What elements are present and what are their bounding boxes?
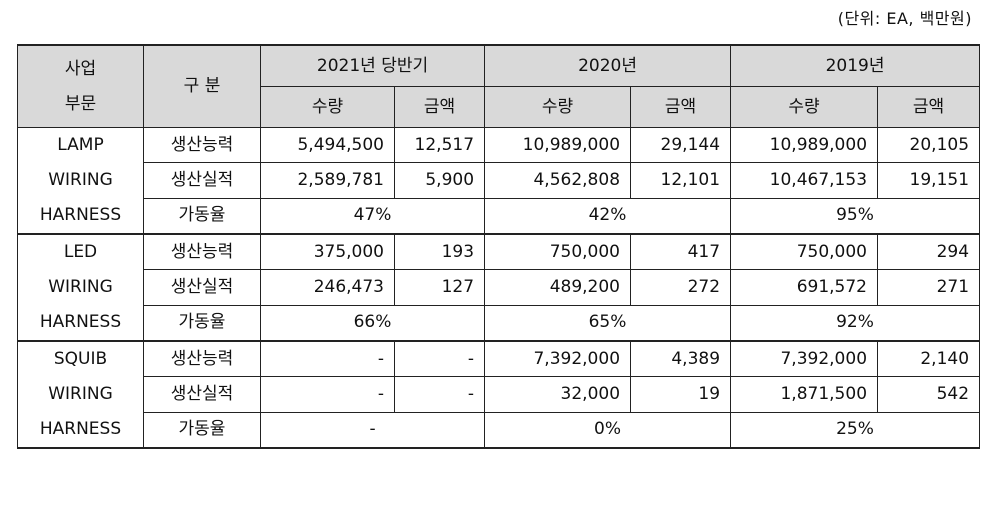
period-2019: 2019년 xyxy=(730,44,981,87)
cell: 691,572 xyxy=(730,269,879,306)
row-label: 생산실적 xyxy=(143,376,261,413)
cell: - xyxy=(260,376,395,413)
amount-header: 금액 xyxy=(393,86,486,128)
cell: 19,151 xyxy=(877,162,981,199)
cell: 271 xyxy=(877,269,981,306)
cell: 1,871,500 xyxy=(730,376,879,413)
row-label: 생산실적 xyxy=(143,269,261,306)
cell: 10,989,000 xyxy=(730,127,879,164)
segment-name: LED WIRING HARNESS xyxy=(17,234,144,342)
table-row: LAMP WIRING HARNESS 생산능력 5,494,500 12,51… xyxy=(17,127,981,235)
cell: 2,589,781 xyxy=(260,162,395,199)
cell: 417 xyxy=(630,234,732,271)
cell: 127 xyxy=(393,269,486,306)
cell: 489,200 xyxy=(484,269,632,306)
cell: 4,389 xyxy=(630,341,732,378)
row-label: 가동율 xyxy=(143,305,261,342)
cell: 95% xyxy=(730,198,981,235)
cell: 5,494,500 xyxy=(260,127,395,164)
cell: - xyxy=(259,412,486,449)
segment-name: LAMP WIRING HARNESS xyxy=(17,127,144,235)
table-row: 생산실적 - - 32,000 19 1,871,500 542 xyxy=(18,376,981,413)
cell: - xyxy=(393,376,486,413)
table-row: 가동율 47% 42% 95% xyxy=(18,198,981,235)
cell: 4,562,808 xyxy=(484,162,632,199)
row-label: 생산능력 xyxy=(143,341,261,378)
cell: 10,467,153 xyxy=(730,162,879,199)
cell: 542 xyxy=(877,376,981,413)
row-label: 생산능력 xyxy=(143,234,261,271)
cell: 750,000 xyxy=(730,234,879,271)
cell: 65% xyxy=(484,305,732,342)
cell: - xyxy=(260,341,395,378)
cell: 29,144 xyxy=(630,127,732,164)
amount-header: 금액 xyxy=(630,86,732,128)
cell: 66% xyxy=(259,305,486,342)
table-row: LED WIRING HARNESS 생산능력 375,000 193 750,… xyxy=(17,234,981,342)
table-row: 가동율 66% 65% 92% xyxy=(18,305,981,342)
cell: 19 xyxy=(630,376,732,413)
cell: 294 xyxy=(877,234,981,271)
row-label: 가동율 xyxy=(143,198,261,235)
header-row-2: 수량 금액 수량 금액 수량 금액 xyxy=(18,86,981,128)
division-header: 구 분 xyxy=(143,44,261,128)
cell: 47% xyxy=(259,198,486,235)
cell: 272 xyxy=(630,269,732,306)
cell: 750,000 xyxy=(484,234,632,271)
cell: 42% xyxy=(484,198,732,235)
amount-header: 금액 xyxy=(877,86,981,128)
cell: 7,392,000 xyxy=(730,341,879,378)
cell: 193 xyxy=(393,234,486,271)
qty-header: 수량 xyxy=(730,86,879,128)
cell: 10,989,000 xyxy=(484,127,632,164)
cell: 20,105 xyxy=(877,127,981,164)
cell: 12,101 xyxy=(630,162,732,199)
cell: - xyxy=(393,341,486,378)
cell: 12,517 xyxy=(393,127,486,164)
segment-name: SQUIB WIRING HARNESS xyxy=(17,341,144,449)
header-row-1: 사업 부문 구 분 2021년 당반기 2020년 2019년 xyxy=(17,44,981,128)
table-row: 생산실적 246,473 127 489,200 272 691,572 271 xyxy=(18,269,981,306)
qty-header: 수량 xyxy=(260,86,395,128)
segment-header: 사업 부문 xyxy=(17,44,144,128)
cell: 25% xyxy=(730,412,981,449)
row-label: 가동율 xyxy=(143,412,261,449)
cell: 2,140 xyxy=(877,341,981,378)
cell: 375,000 xyxy=(260,234,395,271)
production-table: 사업 부문 구 분 2021년 당반기 2020년 2019년 수량 금액 수량… xyxy=(17,44,981,449)
cell: 32,000 xyxy=(484,376,632,413)
qty-header: 수량 xyxy=(484,86,632,128)
row-label: 생산능력 xyxy=(143,127,261,164)
table-row: SQUIB WIRING HARNESS 생산능력 - - 7,392,000 … xyxy=(17,341,981,449)
cell: 92% xyxy=(730,305,981,342)
table-row: 가동율 - 0% 25% xyxy=(18,412,981,449)
unit-note: (단위: EA, 백만원) xyxy=(837,9,972,28)
cell: 5,900 xyxy=(393,162,486,199)
period-2021h1: 2021년 당반기 xyxy=(259,44,486,87)
cell: 7,392,000 xyxy=(484,341,632,378)
cell: 246,473 xyxy=(260,269,395,306)
table-row: 생산실적 2,589,781 5,900 4,562,808 12,101 10… xyxy=(18,162,981,199)
row-label: 생산실적 xyxy=(143,162,261,199)
cell: 0% xyxy=(484,412,732,449)
period-2020: 2020년 xyxy=(484,44,732,87)
